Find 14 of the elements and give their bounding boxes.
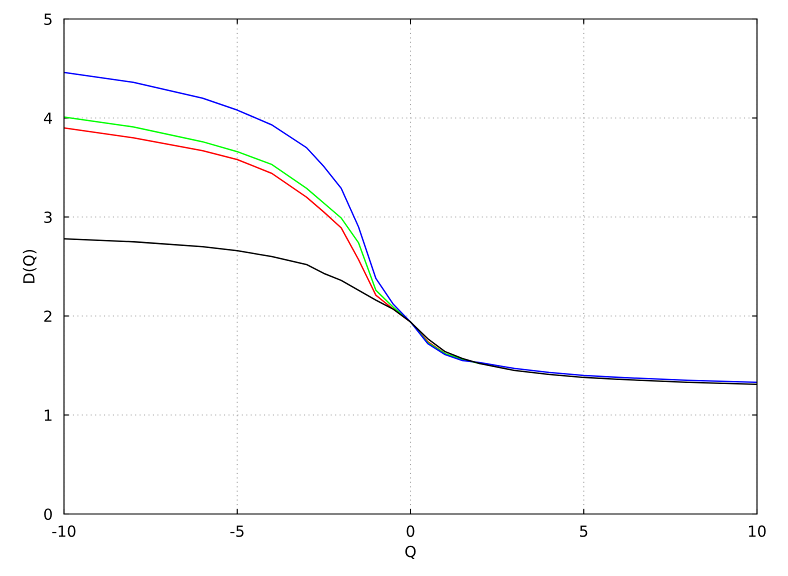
y-tick-label: 0 <box>44 508 52 520</box>
x-tick-label: 5 <box>580 526 588 537</box>
y-tick-label: 1 <box>44 410 52 421</box>
y-tick-label: 4 <box>44 112 52 124</box>
y-axis-title: D(Q) <box>22 250 36 283</box>
x-tick-label: -5 <box>230 526 244 537</box>
y-tick-label: 2 <box>44 310 52 322</box>
y-tick-label: 5 <box>44 14 52 26</box>
x-tick-label: 10 <box>748 525 766 537</box>
x-tick-label: -10 <box>52 525 76 537</box>
x-tick-label: 0 <box>406 525 414 537</box>
line-series <box>64 72 757 384</box>
y-tick-label: 3 <box>44 211 52 224</box>
x-axis-title: Q <box>405 546 416 560</box>
